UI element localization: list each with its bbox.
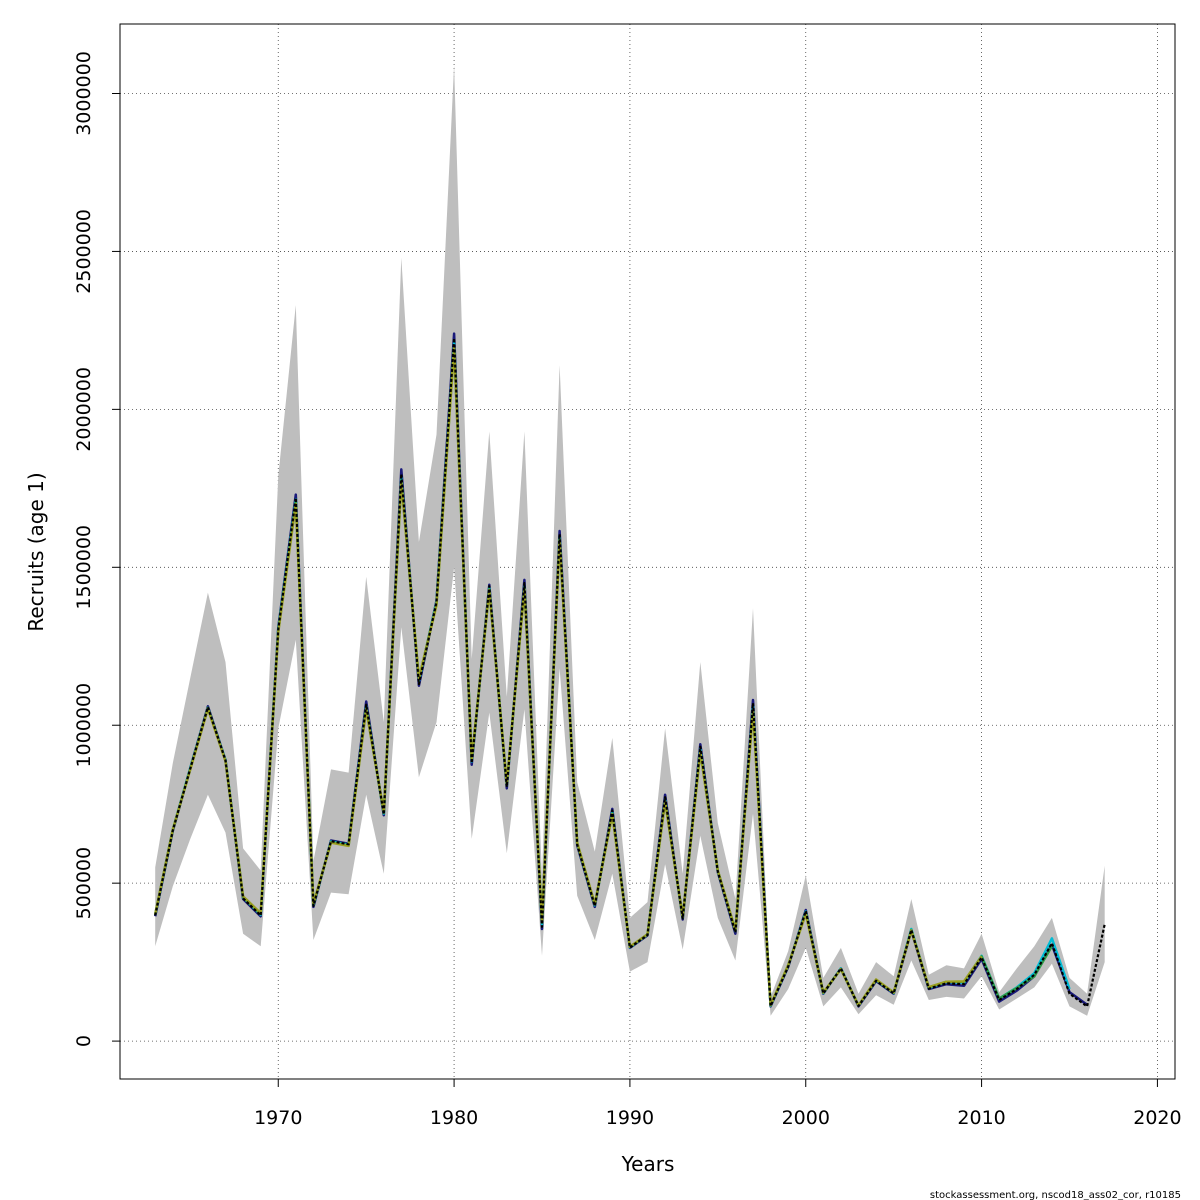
y-tick-label-3: 1500000	[73, 525, 95, 610]
credit-text: stockassessment.org, nscod18_ass02_cor, …	[930, 1190, 1181, 1200]
x-axis-title: Years	[621, 1152, 675, 1176]
x-tick-label-0: 1970	[254, 1107, 302, 1129]
x-tick-label-5: 2020	[1133, 1107, 1181, 1129]
y-tick-label-5: 2500000	[73, 209, 95, 294]
y-tick-label-2: 1000000	[73, 683, 95, 768]
series-lines	[153, 332, 1106, 1008]
x-axis: 1970 1980 1990 2000 2010 2020	[254, 1078, 1182, 1129]
x-tick-label-4: 2010	[957, 1107, 1005, 1129]
y-axis-title: Recruits (age 1)	[24, 472, 48, 631]
y-axis: 0 500000 1000000 1500000 2000000 2500000 30000…	[73, 51, 121, 1047]
x-tick-label-3: 2000	[782, 1107, 830, 1129]
series-line-4	[154, 337, 1106, 1008]
y-tick-label-1: 500000	[73, 847, 95, 920]
y-tick-label-0: 0	[73, 1035, 95, 1047]
y-tick-label-6: 3000000	[73, 51, 95, 136]
x-tick-label-2: 1990	[606, 1107, 654, 1129]
confidence-band	[155, 65, 1105, 1016]
y-tick-label-4: 2000000	[73, 367, 95, 452]
x-tick-label-1: 1980	[430, 1107, 478, 1129]
